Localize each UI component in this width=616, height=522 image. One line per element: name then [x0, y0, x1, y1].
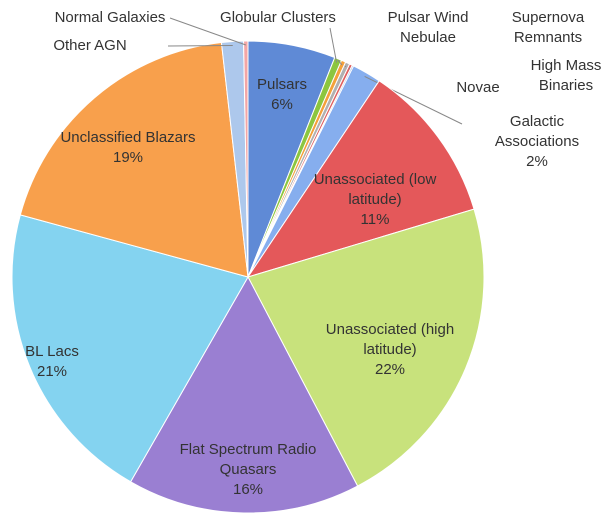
category-label: Galactic Associations [494, 113, 580, 150]
pie-slice [246, 80, 475, 278]
value-label: 19% [112, 149, 144, 166]
value-label: 2% [526, 153, 548, 170]
slice-label: Galactic Associations 2% [477, 112, 597, 172]
category-label: Unassociated (high latitude) [325, 321, 455, 358]
slice-label: Pulsar Wind Nebulae [373, 8, 483, 48]
category-label: Supernova Remnants [511, 9, 585, 46]
category-label: Pulsar Wind Nebulae [387, 9, 469, 46]
slice-label: High Mass Binaries [516, 56, 616, 96]
slice-label: Normal Galaxies [40, 8, 180, 28]
slice-label: Other AGN [35, 36, 145, 56]
category-label: Globular Clusters [220, 9, 336, 26]
pie-slice [243, 40, 249, 278]
value-label: 21% [36, 363, 68, 380]
slice-label: Novae [443, 78, 513, 98]
slice-label: BL Lacs 21% [7, 342, 97, 382]
value-label: 22% [374, 361, 406, 378]
pie-slice [11, 214, 249, 483]
category-label: High Mass Binaries [530, 57, 602, 94]
category-label: Novae [456, 79, 500, 96]
category-label: Normal Galaxies [54, 9, 166, 26]
slice-label: Unassociated (high latitude) 22% [315, 320, 465, 380]
slice-label: Unassociated (low latitude) 11% [305, 170, 445, 230]
slice-label: Pulsars 6% [237, 75, 327, 115]
leader-line [169, 17, 246, 46]
slice-label: Supernova Remnants [493, 8, 603, 48]
category-label: Flat Spectrum Radio Quasars [179, 441, 317, 478]
category-label: BL Lacs [25, 343, 79, 360]
value-label: 11% [360, 211, 390, 228]
category-label: Other AGN [53, 37, 127, 54]
leader-line [344, 65, 347, 68]
leader-line [329, 27, 338, 63]
category-label: Unassociated (low latitude) [313, 171, 437, 208]
value-label: 16% [232, 481, 264, 498]
slice-label: Flat Spectrum Radio Quasars 16% [173, 440, 323, 500]
slice-label: Unclassified Blazars 19% [58, 128, 198, 168]
category-label: Unclassified Blazars [60, 129, 196, 146]
leader-line [337, 59, 343, 66]
slice-label: Globular Clusters [208, 8, 348, 28]
value-label: 6% [271, 96, 293, 113]
pie-slice [19, 41, 249, 278]
pie-slice [247, 208, 485, 487]
category-label: Pulsars [256, 76, 308, 93]
pie-slice [129, 275, 359, 514]
